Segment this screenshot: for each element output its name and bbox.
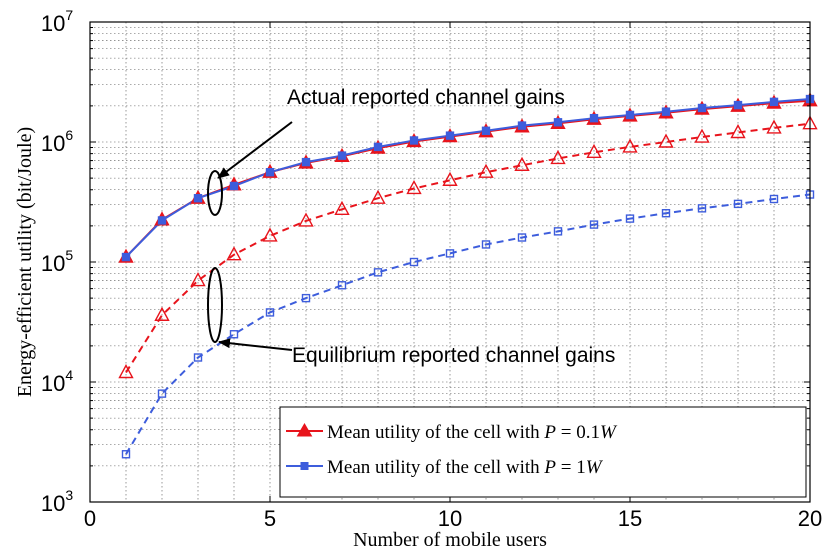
data-point bbox=[514, 156, 530, 171]
x-tick-label: 20 bbox=[798, 506, 822, 531]
data-point bbox=[193, 353, 203, 362]
data-point bbox=[409, 257, 419, 267]
annotation-equilibrium-text: Equilibrium reported channel gains bbox=[292, 344, 615, 367]
data-point bbox=[265, 308, 275, 317]
data-point bbox=[694, 128, 710, 143]
x-tick-label: 5 bbox=[264, 506, 276, 531]
annotation-equilibrium-arrow bbox=[218, 338, 293, 351]
data-point bbox=[589, 113, 599, 123]
legend-label-1: Mean utility of the cell with P = 1W bbox=[327, 457, 604, 478]
annotation-actual: Actual reported channel gains bbox=[207, 86, 565, 216]
legend: Mean utility of the cell with P = 0.1W M… bbox=[279, 406, 807, 498]
annotation-equilibrium-ellipse bbox=[207, 267, 223, 343]
data-point bbox=[265, 168, 275, 177]
series-line-3 bbox=[125, 193, 810, 455]
data-point bbox=[622, 138, 638, 153]
y-axis-label: Energy-efficient utility (bit/Joule) bbox=[14, 127, 36, 397]
data-point bbox=[157, 216, 167, 225]
data-point bbox=[550, 149, 566, 165]
data-point bbox=[769, 97, 779, 107]
legend-entry-0: Mean utility of the cell with P = 0.1W bbox=[286, 422, 618, 443]
y-tick-label: 103 bbox=[41, 487, 73, 516]
series-line-1 bbox=[125, 98, 810, 258]
data-point bbox=[370, 189, 386, 204]
data-point bbox=[373, 268, 383, 277]
data-point bbox=[445, 131, 455, 140]
data-point bbox=[625, 110, 635, 120]
data-point bbox=[481, 126, 491, 135]
data-point bbox=[262, 227, 278, 242]
data-point bbox=[442, 171, 458, 186]
series-lines bbox=[125, 98, 810, 455]
data-point bbox=[157, 389, 167, 398]
data-point bbox=[226, 246, 242, 261]
tick-marks bbox=[89, 22, 811, 502]
data-point bbox=[517, 233, 527, 242]
data-point bbox=[301, 157, 311, 167]
data-point bbox=[193, 194, 203, 203]
data-point bbox=[298, 212, 314, 227]
data-point bbox=[730, 124, 746, 139]
data-point bbox=[481, 240, 491, 249]
data-point bbox=[733, 199, 743, 209]
data-point bbox=[661, 209, 671, 218]
annotation-equilibrium: Equilibrium reported channel gains bbox=[207, 267, 615, 367]
data-point bbox=[154, 306, 170, 321]
data-point bbox=[229, 330, 239, 339]
data-point bbox=[697, 204, 707, 213]
x-axis-label: Number of mobile users bbox=[353, 529, 547, 551]
data-point bbox=[229, 181, 239, 191]
series-line-2 bbox=[125, 122, 810, 374]
annotation-actual-arrow bbox=[217, 121, 293, 179]
data-point bbox=[190, 272, 206, 287]
annotation-actual-text: Actual reported channel gains bbox=[287, 86, 565, 109]
data-point bbox=[625, 214, 635, 223]
data-point bbox=[661, 107, 671, 116]
data-point bbox=[697, 103, 707, 113]
data-point bbox=[766, 119, 782, 134]
x-tick-label: 0 bbox=[84, 506, 96, 531]
y-tick-label: 106 bbox=[41, 127, 73, 156]
data-point bbox=[517, 121, 527, 130]
data-point bbox=[589, 220, 599, 229]
data-point bbox=[553, 227, 563, 236]
data-point bbox=[337, 151, 347, 160]
annotation-actual-ellipse bbox=[207, 170, 223, 216]
data-point bbox=[373, 142, 383, 152]
y-tick-label: 105 bbox=[41, 247, 73, 276]
data-point bbox=[409, 136, 419, 145]
data-point bbox=[769, 194, 779, 204]
data-point bbox=[733, 100, 743, 110]
legend-label-0: Mean utility of the cell with P = 0.1W bbox=[327, 422, 618, 443]
data-point bbox=[334, 200, 350, 215]
data-point bbox=[445, 249, 455, 258]
data-point bbox=[586, 143, 602, 159]
tick-labels: 0 5 10 15 20 103 104 105 106 107 bbox=[41, 7, 822, 531]
data-point bbox=[478, 163, 494, 178]
data-point bbox=[301, 293, 311, 303]
x-tick-label: 10 bbox=[438, 506, 462, 531]
data-point bbox=[658, 133, 674, 148]
legend-marker-0 bbox=[296, 423, 313, 437]
y-tick-label: 104 bbox=[41, 367, 73, 396]
y-tick-label: 107 bbox=[41, 7, 73, 36]
data-point bbox=[121, 252, 131, 262]
legend-box bbox=[279, 406, 807, 498]
data-point bbox=[337, 281, 347, 290]
data-point bbox=[121, 450, 131, 459]
data-point bbox=[118, 364, 134, 379]
x-tick-label: 15 bbox=[618, 506, 642, 531]
data-point bbox=[553, 118, 563, 127]
data-point bbox=[406, 179, 422, 195]
legend-entry-1: Mean utility of the cell with P = 1W bbox=[286, 457, 604, 478]
legend-marker-1 bbox=[300, 462, 309, 470]
